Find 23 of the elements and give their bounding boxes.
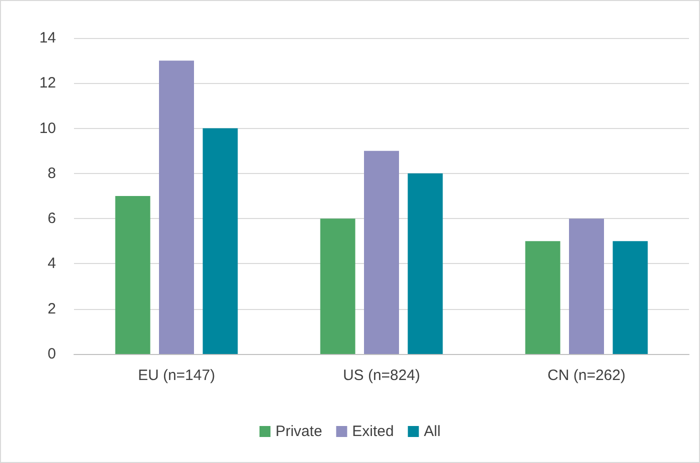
bar [159,60,194,354]
bar [364,150,399,354]
y-tick-label: 10 [39,120,56,137]
x-tick-label: US (n=824) [342,367,420,384]
bar [115,196,150,354]
legend-label: Private [275,423,322,440]
y-tick-label: 14 [39,30,56,46]
bar [202,128,238,354]
bar [525,241,560,354]
bar [569,218,604,354]
y-tick-label: 4 [48,255,56,272]
y-tick-label: 12 [39,74,56,92]
x-tick-label: EU (n=147) [138,367,216,384]
x-tick-label: CN (n=262) [548,367,626,384]
y-tick-label: 2 [48,300,56,318]
y-tick-label: 6 [48,210,56,228]
y-tick-label: 0 [48,346,56,362]
bar [612,241,648,354]
bar [408,173,443,354]
bar [320,218,356,354]
legend-label: Exited [352,423,394,440]
legend-label: All [424,423,441,440]
y-tick-label: 8 [48,164,56,182]
